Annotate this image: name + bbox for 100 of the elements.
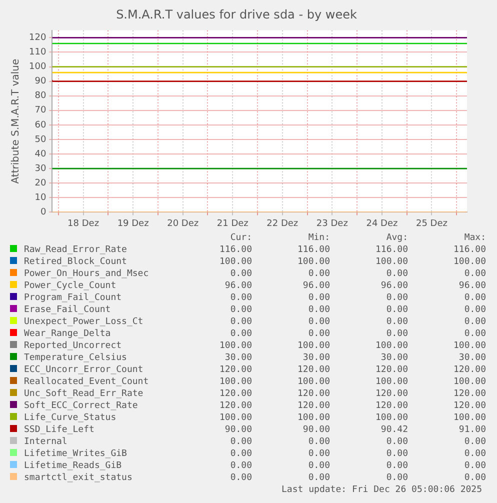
text: 100.00	[452, 340, 486, 352]
text: 116.00	[452, 244, 486, 256]
text: 0.00	[385, 268, 408, 280]
text: 0.00	[307, 460, 330, 472]
x-tick-label: 18 Dez	[68, 218, 100, 229]
x-tick-label: 23 Dez	[316, 218, 348, 229]
text: 0.00	[385, 328, 408, 340]
legend-label: Internal	[24, 436, 68, 448]
chart-title: S.M.A.R.T values for drive sda - by week	[116, 7, 357, 22]
text: 120.00	[218, 364, 252, 376]
text: 0.00	[385, 316, 408, 328]
x-tick-label: 20 Dez	[167, 218, 199, 229]
text: 0.00	[385, 304, 408, 316]
text: 0.00	[229, 304, 252, 316]
text: 120.00	[452, 388, 486, 400]
legend-label: Power_On_Hours_and_Msec	[24, 268, 150, 280]
text: 120.00	[374, 400, 408, 412]
text: 0.00	[463, 268, 486, 280]
legend-label: Erase_Fail_Count	[24, 304, 112, 316]
y-tick-label: 0	[40, 208, 46, 218]
text: 0.00	[229, 436, 252, 448]
text: 0.00	[307, 292, 330, 304]
legend-label: Raw_Read_Error_Rate	[24, 244, 128, 256]
y-tick-label: 60	[34, 120, 46, 130]
x-tick-label: 24 Dez	[366, 218, 398, 229]
text: 100.00	[296, 376, 330, 388]
y-tick-label: 20	[34, 178, 46, 188]
text: 90.42	[380, 424, 408, 436]
text: 0.00	[385, 460, 408, 472]
text: 100.00	[296, 340, 330, 352]
text: Cur:	[229, 232, 252, 244]
text: 0.00	[385, 292, 408, 304]
text: 91.00	[458, 424, 486, 436]
legend-label: Program_Fail_Count	[24, 292, 123, 304]
text: 0.00	[385, 436, 408, 448]
text: 100.00	[296, 412, 330, 424]
legend-label: Unexpect_Power_Loss_Ct	[24, 316, 144, 328]
legend-label: Lifetime_Reads_GiB	[24, 460, 123, 472]
x-tick-label: 21 Dez	[216, 218, 249, 229]
text: 116.00	[296, 244, 330, 256]
text: 100.00	[374, 256, 408, 268]
legend-label: Life_Curve_Status	[24, 412, 118, 424]
text: 116.00	[374, 244, 408, 256]
legend-label: Soft_ECC_Correct_Rate	[24, 400, 139, 412]
x-tick-label: 19 Dez	[117, 218, 150, 229]
text: 0.00	[229, 460, 252, 472]
y-tick-label: 80	[34, 91, 46, 102]
text: 120.00	[296, 388, 330, 400]
text: Avg:	[385, 232, 408, 244]
text: 0.00	[229, 316, 252, 328]
y-tick-label: 100	[28, 62, 46, 72]
text: 96.00	[380, 280, 408, 292]
legend-label: Wear_Range_Delta	[24, 328, 112, 340]
text: 30.00	[458, 352, 486, 364]
text: 30.00	[224, 352, 252, 364]
legend-label: SSD_Life_Left	[24, 424, 96, 436]
text: Max:	[463, 232, 486, 244]
text: 0.00	[229, 472, 252, 484]
text: 100.00	[452, 412, 486, 424]
y-axis-title: Attribute S.M.A.R.T value	[10, 58, 22, 184]
text: 0.00	[463, 328, 486, 340]
text: 96.00	[224, 280, 252, 292]
y-tick-label: 90	[34, 76, 46, 87]
y-tick-label: 40	[34, 149, 46, 160]
text: 100.00	[218, 340, 252, 352]
text: 120.00	[452, 400, 486, 412]
text: 0.00	[307, 268, 330, 280]
text: 0.00	[307, 436, 330, 448]
y-tick-label: 120	[28, 33, 46, 44]
text: 90.00	[302, 424, 330, 436]
text: 0.00	[229, 448, 252, 460]
legend-label: ECC_Uncorr_Error_Count	[24, 364, 144, 376]
y-tick-label: 30	[34, 164, 46, 174]
text: 100.00	[452, 376, 486, 388]
y-tick-label: 10	[34, 193, 46, 203]
text: 0.00	[385, 472, 408, 484]
legend-label: Reported_Uncorrect	[24, 340, 123, 352]
x-tick-label: 22 Dez	[266, 218, 298, 229]
text: 0.00	[463, 448, 486, 460]
text: 100.00	[218, 376, 252, 388]
legend-label: Power_Cycle_Count	[24, 280, 118, 292]
text: 100.00	[374, 412, 408, 424]
y-tick-label: 70	[34, 106, 46, 116]
legend-label: Unc_Soft_Read_Err_Rate	[24, 388, 144, 400]
text: 0.00	[229, 292, 252, 304]
text: 100.00	[218, 412, 252, 424]
text: Min:	[307, 232, 330, 244]
text: 120.00	[218, 388, 252, 400]
legend-label: Reallocated_Event_Count	[24, 376, 150, 388]
y-tick-label: 110	[28, 48, 46, 58]
text: 120.00	[296, 364, 330, 376]
text: 0.00	[463, 460, 486, 472]
text: 30.00	[380, 352, 408, 364]
text: 0.00	[307, 304, 330, 316]
legend-label: Retired_Block_Count	[24, 256, 128, 268]
text: 120.00	[452, 364, 486, 376]
text: 90.00	[224, 424, 252, 436]
text: 0.00	[307, 448, 330, 460]
text: 96.00	[458, 280, 486, 292]
text: 96.00	[302, 280, 330, 292]
